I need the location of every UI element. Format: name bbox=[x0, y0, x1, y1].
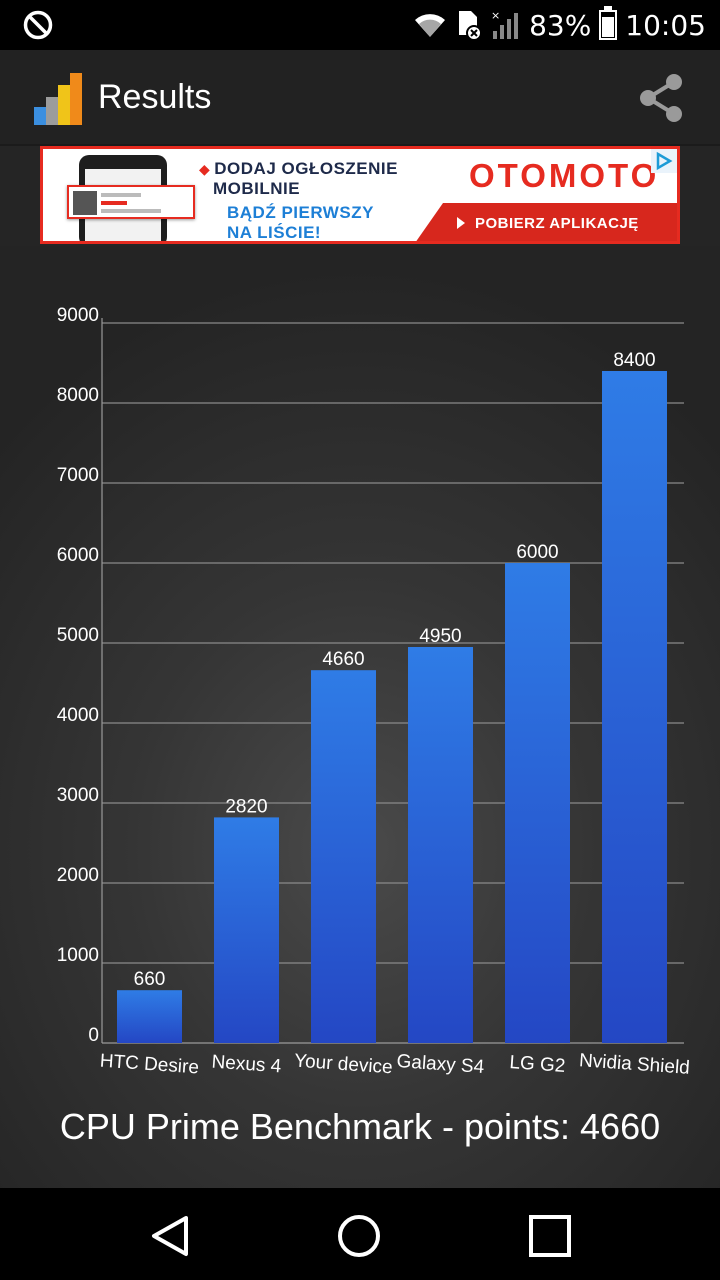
y-tick-label: 7000 bbox=[57, 465, 99, 486]
ad-phone-image bbox=[67, 155, 195, 241]
svg-text:×: × bbox=[491, 9, 500, 22]
bar-value-label: 4950 bbox=[419, 626, 461, 647]
bar bbox=[408, 647, 473, 1043]
sim-error-icon bbox=[459, 11, 483, 41]
x-category-label: HTC Desire bbox=[99, 1051, 199, 1079]
x-category-label: Your device bbox=[293, 1051, 393, 1079]
y-tick-label: 1000 bbox=[57, 945, 99, 966]
battery-percent: 83% bbox=[529, 8, 592, 42]
ad-area: ◆ DODAJ OGŁOSZENIE MOBILNIE BĄDŹ PIERWSZY… bbox=[0, 146, 720, 246]
y-tick-label: 0 bbox=[88, 1025, 99, 1046]
bar bbox=[505, 563, 570, 1043]
bar bbox=[214, 817, 279, 1043]
status-bar: × 83% 10:05 bbox=[0, 0, 720, 50]
navigation-bar bbox=[0, 1188, 720, 1280]
y-tick-label: 9000 bbox=[57, 305, 99, 326]
ad-download-button[interactable]: POBIERZ APLIKACJĘ bbox=[415, 203, 677, 241]
do-not-disturb-icon bbox=[23, 10, 53, 40]
ad-brand-logo: OTOMOTO bbox=[469, 157, 660, 194]
battery-icon bbox=[599, 6, 618, 40]
y-tick-label: 6000 bbox=[57, 545, 99, 566]
ad-banner[interactable]: ◆ DODAJ OGŁOSZENIE MOBILNIE BĄDŹ PIERWSZY… bbox=[40, 146, 680, 244]
bar bbox=[602, 371, 667, 1043]
y-tick-label: 2000 bbox=[57, 865, 99, 886]
share-icon[interactable] bbox=[636, 72, 686, 124]
page-title: Results bbox=[98, 78, 212, 116]
signal-icon: × bbox=[491, 9, 519, 39]
chart-area: 0 1000 2000 3000 4000 5000 6000 7000 8000 9000 660… bbox=[0, 246, 720, 1188]
recents-icon[interactable] bbox=[526, 1212, 574, 1260]
y-tick-label: 5000 bbox=[57, 625, 99, 646]
ad-subheadline: BĄDŹ PIERWSZY NA LIŚCIE! bbox=[227, 203, 374, 242]
y-tick-label: 8000 bbox=[57, 385, 99, 406]
ad-headline: ◆ DODAJ OGŁOSZENIE MOBILNIE bbox=[199, 159, 398, 198]
x-category-label: LG G2 bbox=[509, 1052, 566, 1077]
bar-value-label: 8400 bbox=[613, 350, 655, 371]
bar bbox=[117, 990, 182, 1043]
back-icon[interactable] bbox=[146, 1212, 194, 1260]
app-chart-icon bbox=[34, 73, 82, 125]
play-arrow-icon bbox=[457, 217, 465, 229]
bar-value-label: 660 bbox=[134, 969, 166, 990]
benchmark-caption: CPU Prime Benchmark - points: 4660 bbox=[59, 1106, 661, 1147]
benchmark-bar-chart: 0 1000 2000 3000 4000 5000 6000 7000 8000 9000 660… bbox=[57, 305, 691, 1079]
y-tick-label: 3000 bbox=[57, 785, 99, 806]
bar bbox=[311, 670, 376, 1043]
x-category-label: Nexus 4 bbox=[211, 1052, 282, 1078]
bar-value-label: 2820 bbox=[225, 796, 267, 817]
home-icon[interactable] bbox=[335, 1212, 383, 1260]
action-bar: Results bbox=[0, 50, 720, 146]
wifi-icon bbox=[415, 14, 446, 37]
clock: 10:05 bbox=[625, 8, 706, 42]
x-category-label: Nvidia Shield bbox=[578, 1050, 690, 1079]
adchoices-icon[interactable] bbox=[651, 149, 677, 173]
y-tick-label: 4000 bbox=[57, 705, 99, 726]
bar-value-label: 6000 bbox=[516, 542, 558, 563]
x-category-label: Galaxy S4 bbox=[396, 1051, 485, 1078]
bar-value-label: 4660 bbox=[322, 649, 364, 670]
